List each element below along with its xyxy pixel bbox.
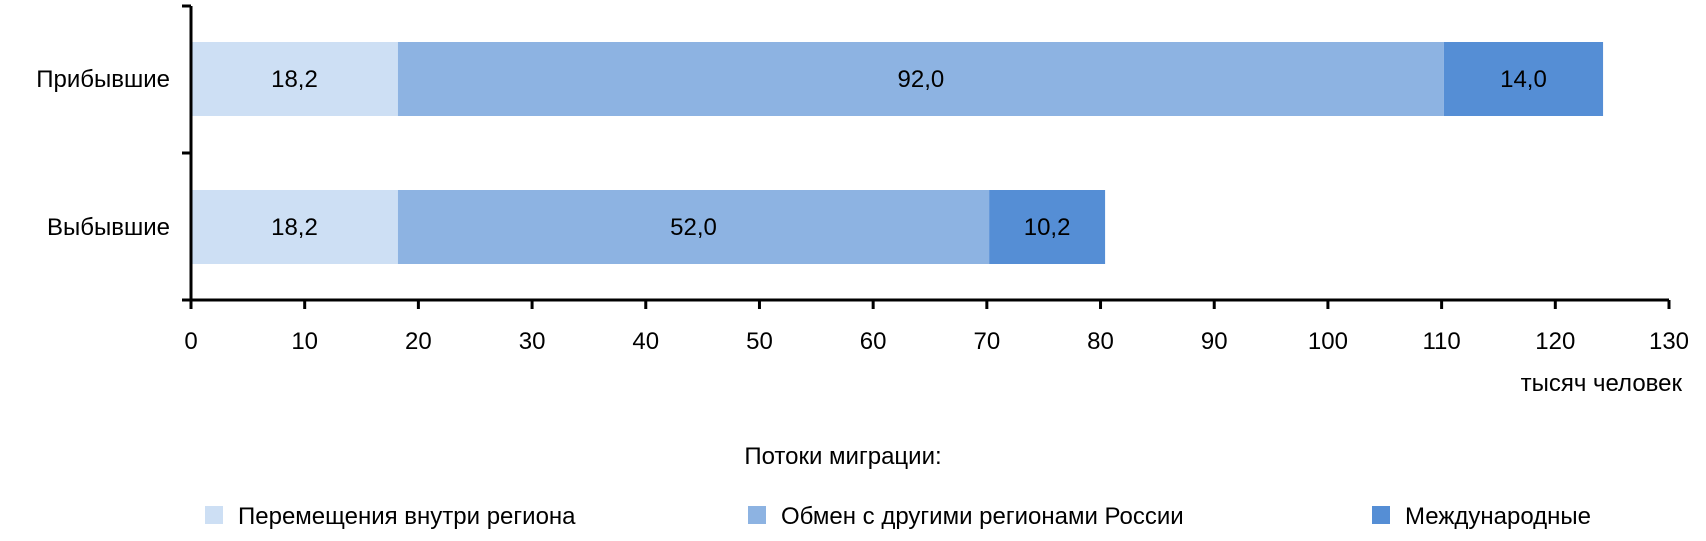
data-label: 10,2	[1024, 214, 1071, 241]
category-label: Выбывшие	[47, 214, 170, 241]
bar-segment	[397, 42, 1444, 116]
legend-label: Обмен с другими регионами России	[781, 503, 1184, 530]
data-label: 92,0	[898, 66, 945, 93]
x-tick-label: 110	[1422, 328, 1460, 355]
data-labels-group: 18,2 92,0 14,0 18,2 52,0 10,2	[271, 66, 1547, 241]
data-label: 18,2	[271, 66, 318, 93]
x-tick-label: 10	[291, 328, 318, 355]
x-tick-label: 20	[405, 328, 432, 355]
x-tick-label: 100	[1308, 328, 1348, 355]
x-tick-label: 90	[1201, 328, 1228, 355]
legend-swatch	[1372, 506, 1390, 524]
x-tick-label: 120	[1535, 328, 1575, 355]
legend-swatch	[205, 506, 223, 524]
x-tick-label: 0	[184, 328, 197, 355]
category-labels-group: Прибывшие Выбывшие	[36, 66, 170, 241]
legend: Перемещения внутри региона Обмен с другим…	[205, 503, 1591, 530]
bar-segment	[191, 42, 398, 116]
x-axis-unit-label: тысяч человек	[1521, 370, 1683, 397]
data-label: 52,0	[670, 214, 717, 241]
x-tick-label: 50	[746, 328, 773, 355]
x-tick-label: 60	[860, 328, 887, 355]
data-label: 14,0	[1500, 66, 1547, 93]
x-tick-label: 130	[1649, 328, 1689, 355]
legend-label: Перемещения внутри региона	[238, 503, 576, 530]
bars-group	[191, 42, 1604, 264]
legend-swatch	[748, 506, 766, 524]
data-label: 18,2	[271, 214, 318, 241]
category-label: Прибывшие	[36, 66, 170, 93]
bar-segment	[989, 190, 1106, 264]
bar-segment	[191, 190, 398, 264]
legend-title: Потоки миграции:	[744, 443, 941, 470]
x-ticks-group: 0 10 20 30 40 50 60 70 80 90 100 110 120 130	[184, 300, 1689, 355]
bar-segment	[397, 190, 990, 264]
x-tick-label: 40	[632, 328, 659, 355]
bar-segment	[1443, 42, 1604, 116]
legend-label: Международные	[1405, 503, 1591, 530]
x-tick-label: 30	[519, 328, 546, 355]
x-tick-label: 70	[973, 328, 1000, 355]
x-tick-label: 80	[1087, 328, 1114, 355]
